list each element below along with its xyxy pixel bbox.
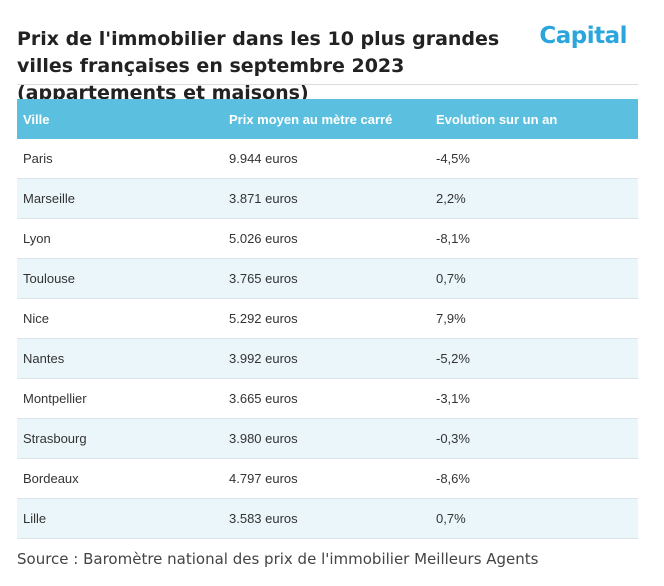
cell-prix: 9.944 euros [223,139,430,179]
table-row: Paris 9.944 euros -4,5% [17,139,638,179]
table-body: Paris 9.944 euros -4,5% Marseille 3.871 euro… [17,139,638,539]
cell-prix: 3.583 euros [223,498,430,539]
table-row: Montpellier 3.665 euros -3,1% [17,378,638,419]
table-row: Lyon 5.026 euros -8,1% [17,218,638,259]
price-table: Ville Prix moyen au mètre carré Evolutio… [17,99,638,539]
cell-evolution: -8,1% [430,218,638,259]
cell-ville: Strasbourg [17,418,223,459]
cell-evolution: -0,3% [430,418,638,459]
table-row: Toulouse 3.765 euros 0,7% [17,258,638,299]
cell-evolution: -8,6% [430,458,638,499]
cell-evolution: -5,2% [430,338,638,379]
cell-evolution: 2,2% [430,178,638,219]
cell-prix: 3.765 euros [223,258,430,299]
table-row: Nice 5.292 euros 7,9% [17,298,638,339]
cell-evolution: 7,9% [430,298,638,339]
cell-prix: 3.665 euros [223,378,430,419]
cell-prix: 3.992 euros [223,338,430,379]
cell-ville: Montpellier [17,378,223,419]
cell-ville: Marseille [17,178,223,219]
cell-ville: Nice [17,298,223,339]
cell-ville: Toulouse [17,258,223,299]
cell-evolution: -3,1% [430,378,638,419]
cell-ville: Lyon [17,218,223,259]
cell-ville: Nantes [17,338,223,379]
column-header-ville: Ville [17,99,223,139]
source-note: Source : Baromètre national des prix de … [17,550,539,568]
cell-prix: 3.980 euros [223,418,430,459]
cell-prix: 5.026 euros [223,218,430,259]
column-header-evolution: Evolution sur un an [430,99,638,139]
cell-evolution: 0,7% [430,498,638,539]
table-row: Strasbourg 3.980 euros -0,3% [17,418,638,459]
table-row: Nantes 3.992 euros -5,2% [17,338,638,379]
cell-prix: 4.797 euros [223,458,430,499]
table-header-row: Ville Prix moyen au mètre carré Evolutio… [17,99,638,139]
table-row: Marseille 3.871 euros 2,2% [17,178,638,219]
cell-prix: 5.292 euros [223,298,430,339]
table-row: Bordeaux 4.797 euros -8,6% [17,458,638,499]
column-header-prix: Prix moyen au mètre carré [223,99,430,139]
cell-prix: 3.871 euros [223,178,430,219]
capital-logo: Capital [539,23,627,49]
table-row: Lille 3.583 euros 0,7% [17,498,638,539]
header-divider [17,84,638,85]
cell-ville: Bordeaux [17,458,223,499]
cell-ville: Paris [17,139,223,179]
cell-evolution: -4,5% [430,139,638,179]
chart-header: Prix de l'immobilier dans les 10 plus gr… [17,23,647,107]
chart-title: Prix de l'immobilier dans les 10 plus gr… [17,28,500,104]
cell-evolution: 0,7% [430,258,638,299]
cell-ville: Lille [17,498,223,539]
